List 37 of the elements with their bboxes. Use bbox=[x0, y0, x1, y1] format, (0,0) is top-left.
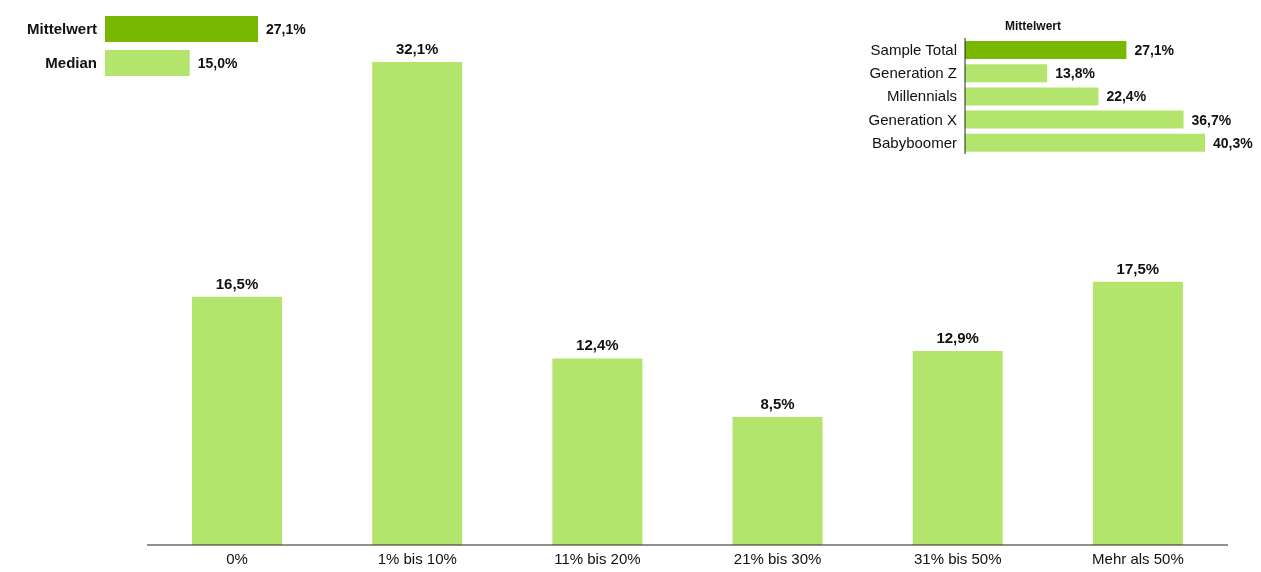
data-label: 32,1% bbox=[395, 40, 439, 57]
bar bbox=[965, 110, 1184, 129]
bar bbox=[965, 87, 1099, 106]
bar bbox=[192, 296, 283, 545]
data-label: 40,3% bbox=[1213, 134, 1254, 151]
y-tick-label: Sample Total bbox=[870, 40, 957, 58]
x-tick-label: Mehr als 50% bbox=[1092, 549, 1184, 567]
data-label: 13,8% bbox=[1055, 65, 1096, 82]
data-label: 8,5% bbox=[760, 395, 795, 413]
bar bbox=[965, 41, 1127, 59]
data-label: 17,5% bbox=[1116, 259, 1160, 277]
bar bbox=[965, 64, 1048, 83]
data-label: 15,0% bbox=[197, 54, 238, 71]
chart-title: Mittelwert bbox=[1004, 18, 1062, 35]
x-tick-label: 1% bis 10% bbox=[377, 549, 457, 567]
y-tick-label: Generation X bbox=[868, 110, 957, 128]
bar bbox=[552, 358, 643, 545]
data-label: 27,1% bbox=[266, 20, 307, 37]
bar bbox=[1092, 281, 1183, 545]
y-tick-label: Median bbox=[45, 54, 97, 72]
bar bbox=[732, 417, 823, 545]
y-tick-label: Millennials bbox=[886, 87, 957, 105]
x-tick-label: 11% bis 20% bbox=[554, 549, 641, 567]
data-label: 36,7% bbox=[1191, 111, 1232, 128]
y-tick-label: Babyboomer bbox=[871, 133, 957, 151]
data-label: 27,1% bbox=[1134, 41, 1175, 58]
x-tick-label: 21% bis 30% bbox=[733, 549, 822, 567]
x-tick-label: 0% bbox=[226, 549, 248, 567]
data-label: 22,4% bbox=[1106, 88, 1147, 105]
bar bbox=[965, 133, 1205, 152]
bar bbox=[372, 62, 463, 545]
data-label: 12,4% bbox=[576, 336, 619, 354]
x-tick-label: 31% bis 50% bbox=[913, 549, 1002, 567]
data-label: 12,9% bbox=[936, 328, 979, 346]
y-tick-label: Generation Z bbox=[869, 64, 957, 82]
data-label: 16,5% bbox=[215, 274, 259, 292]
bar bbox=[912, 350, 1003, 545]
